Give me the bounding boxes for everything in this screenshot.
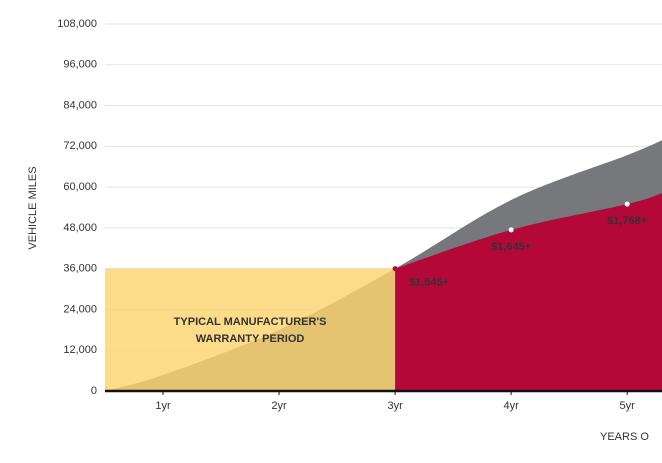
x-tick-label: 3yr bbox=[387, 400, 403, 412]
x-axis-title: YEARS O bbox=[600, 431, 649, 443]
area bbox=[395, 193, 662, 391]
y-tick-label: 36,000 bbox=[63, 263, 97, 275]
y-tick-label: 96,000 bbox=[63, 59, 97, 71]
y-tick-label: 72,000 bbox=[63, 140, 97, 152]
y-tick-label: 108,000 bbox=[57, 18, 97, 30]
x-tick-label: 4yr bbox=[504, 400, 520, 412]
point bbox=[508, 227, 514, 233]
y-tick-label: 48,000 bbox=[63, 222, 97, 234]
warranty-label: TYPICAL MANUFACTURER'S bbox=[174, 316, 327, 328]
y-tick-label: 84,000 bbox=[63, 99, 97, 111]
cost-label: $1,545+ bbox=[409, 277, 449, 289]
cost-label: $1,768+ bbox=[607, 215, 647, 227]
warranty-region bbox=[105, 268, 396, 391]
y-tick-label: 24,000 bbox=[63, 303, 97, 315]
x-tick-label: 2yr bbox=[271, 400, 287, 412]
x-tick-label: 1yr bbox=[155, 400, 171, 412]
x-tick-label: 5yr bbox=[620, 400, 636, 412]
cost-label: $1,645+ bbox=[491, 241, 531, 253]
point bbox=[624, 201, 630, 207]
warranty-label: WARRANTY PERIOD bbox=[196, 333, 305, 345]
y-tick-label: 60,000 bbox=[63, 181, 97, 193]
y-tick-label: 0 bbox=[91, 385, 97, 397]
y-axis-title: VEHICLE MILES bbox=[27, 166, 39, 249]
point bbox=[392, 266, 398, 272]
y-tick-label: 12,000 bbox=[63, 344, 97, 356]
